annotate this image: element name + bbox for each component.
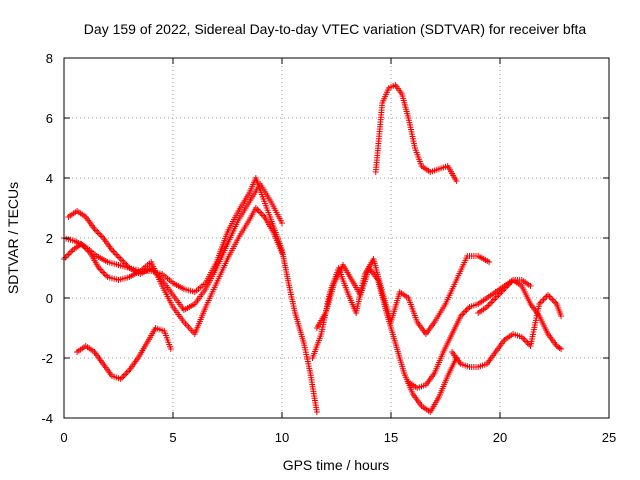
y-tick-label: 4 (46, 171, 53, 186)
data-point (68, 248, 75, 255)
data-point (113, 251, 120, 258)
x-tick-label: 15 (384, 430, 398, 445)
x-tick-label: 5 (169, 430, 176, 445)
data-point (111, 250, 118, 256)
data-point (97, 232, 104, 238)
data-point (488, 299, 495, 306)
chart-title: Day 159 of 2022, Sidereal Day-to-day VTE… (84, 21, 587, 37)
data-point (101, 271, 108, 277)
data-point (255, 208, 262, 214)
series-track-3 (65, 181, 285, 313)
axis-ticks: 0 5 10 15 20 25 -4 -2 0 2 4 6 8 (41, 51, 616, 445)
data-point (463, 307, 470, 313)
data-point (100, 269, 107, 276)
data-point (95, 230, 102, 237)
data-point (279, 220, 285, 226)
data-point (485, 302, 492, 309)
data-point (547, 295, 554, 301)
data-point (257, 209, 264, 216)
data-point (486, 259, 493, 265)
data-point (540, 296, 547, 303)
data-point (460, 310, 467, 316)
data-point (489, 298, 496, 304)
y-tick-label: 6 (46, 111, 53, 126)
data-point (62, 254, 69, 261)
data-point (98, 268, 105, 274)
x-tick-label: 10 (275, 430, 289, 445)
series-track-2 (61, 205, 285, 337)
data-point (94, 229, 101, 235)
series-track-7 (372, 82, 460, 184)
data-point (119, 257, 126, 264)
data-point (549, 296, 556, 303)
data-point (486, 301, 493, 307)
data-point (119, 374, 126, 381)
data-point (527, 283, 534, 289)
data-point (92, 227, 99, 234)
data-point (521, 337, 528, 343)
data-point (63, 253, 70, 259)
series-track-5 (309, 253, 493, 361)
data-point (114, 253, 121, 259)
data-point (544, 292, 551, 298)
data-point (558, 346, 565, 352)
data-point (313, 409, 320, 415)
series-track-4 (74, 325, 174, 382)
data-point (539, 298, 546, 304)
y-tick-label: -2 (41, 351, 53, 366)
y-tick-label: -4 (41, 411, 53, 426)
y-tick-label: 0 (46, 291, 53, 306)
x-axis-title: GPS time / hours (283, 457, 390, 473)
x-tick-label: 25 (602, 430, 616, 445)
data-point (122, 371, 129, 378)
data-point (66, 250, 73, 256)
data-point (462, 308, 469, 315)
data-point (542, 295, 549, 301)
y-axis-title: SDTVAR / TECUs (5, 182, 21, 294)
series-track-10 (475, 277, 565, 352)
data-point (279, 250, 285, 256)
data-point (65, 251, 72, 258)
x-tick-label: 0 (60, 430, 67, 445)
y-tick-label: 2 (46, 231, 53, 246)
data-point (497, 290, 503, 297)
data-point (556, 345, 563, 351)
series-track-6 (313, 262, 460, 415)
grid (64, 58, 609, 418)
data-point (558, 313, 565, 319)
series-track-8 (405, 277, 534, 391)
data-point (550, 298, 557, 304)
data-point (110, 248, 117, 255)
x-tick-label: 20 (493, 430, 507, 445)
data-point (453, 178, 460, 184)
series-track-1 (61, 175, 320, 415)
data-point (123, 370, 130, 376)
data-point (117, 256, 124, 262)
series-track-9 (449, 292, 565, 370)
y-tick-label: 8 (46, 51, 53, 66)
data-point (120, 259, 127, 265)
data-marks (61, 82, 565, 415)
data-point (258, 211, 265, 217)
data-point (98, 233, 105, 240)
data-point (546, 293, 553, 300)
data-point (124, 368, 131, 375)
data-point (167, 346, 174, 352)
data-point (116, 254, 123, 261)
